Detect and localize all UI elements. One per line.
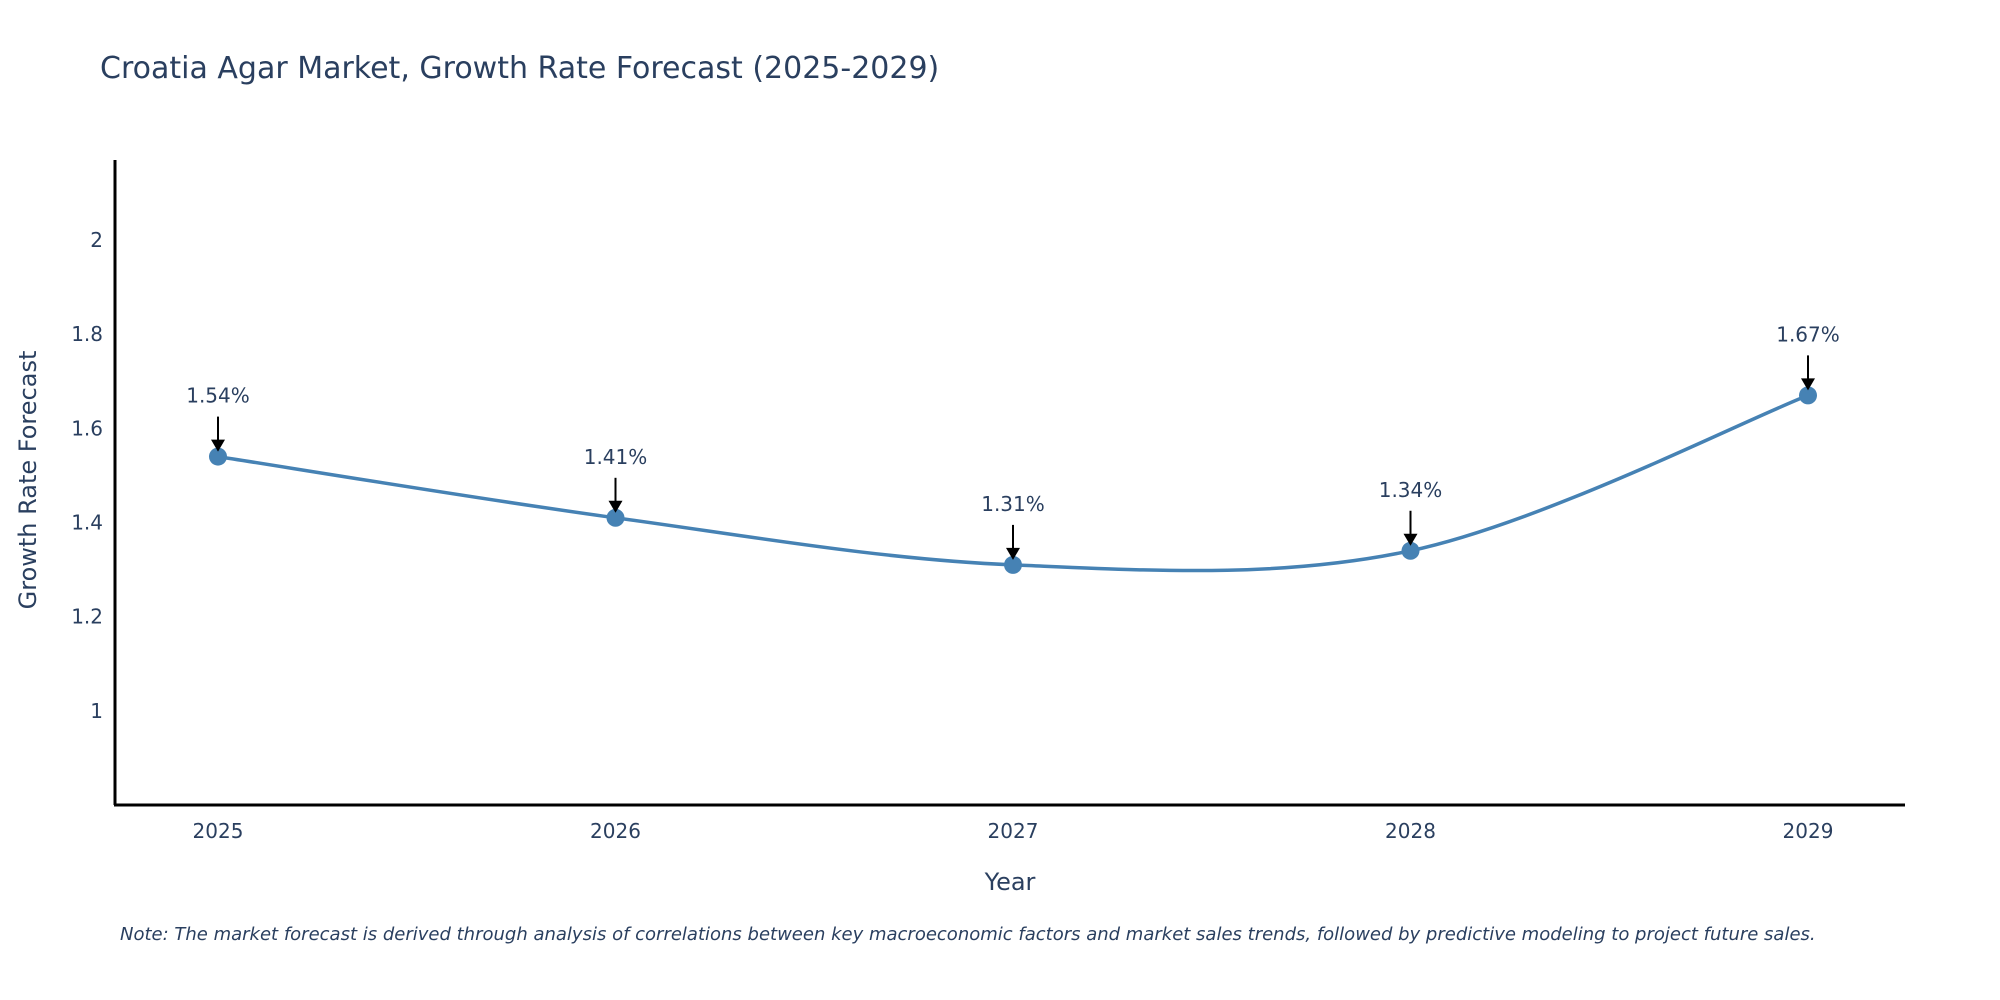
y-tick-label: 2: [90, 228, 103, 252]
x-tick-label: 2027: [988, 819, 1039, 843]
data-label: 1.54%: [186, 384, 250, 408]
data-point-marker: [1401, 541, 1420, 560]
x-axis-title: Year: [984, 868, 1036, 896]
annotation-arrow-head: [608, 500, 623, 513]
data-label: 1.31%: [981, 492, 1045, 516]
y-tick-label: 1.2: [71, 605, 103, 629]
chart-title: Croatia Agar Market, Growth Rate Forecas…: [100, 51, 939, 86]
x-axis-ticks: 2025 2026 2027 2028 2029: [193, 819, 1834, 843]
y-axis-ticks: 1 1.2 1.4 1.6 1.8 2: [71, 228, 103, 723]
x-tick-label: 2029: [1783, 819, 1834, 843]
data-annotations: 1.54% 1.41% 1.31% 1.34% 1.67%: [186, 322, 1840, 560]
chart-note: Note: The market forecast is derived thr…: [120, 924, 1816, 945]
y-tick-label: 1.4: [71, 511, 103, 535]
y-tick-label: 1: [90, 699, 103, 723]
annotation-arrow-head: [1403, 533, 1418, 546]
annotation-arrow-head: [211, 439, 225, 452]
data-point-marker: [209, 447, 227, 466]
data-point-marker: [1799, 386, 1817, 405]
annotation-arrow-head: [1006, 547, 1020, 560]
x-tick-label: 2025: [193, 819, 244, 843]
y-tick-label: 1.6: [71, 416, 103, 440]
y-axis-title: Growth Rate Forecast: [14, 351, 42, 610]
data-label: 1.34%: [1379, 478, 1443, 502]
data-label: 1.41%: [584, 445, 648, 469]
annotation-arrow-head: [1801, 378, 1815, 391]
data-point-marker: [1004, 555, 1022, 574]
data-label: 1.67%: [1776, 322, 1840, 346]
data-markers: [209, 386, 1817, 574]
x-tick-label: 2026: [590, 819, 641, 843]
data-point-marker: [606, 508, 625, 527]
y-tick-label: 1.8: [71, 322, 103, 346]
x-tick-label: 2028: [1385, 819, 1436, 843]
